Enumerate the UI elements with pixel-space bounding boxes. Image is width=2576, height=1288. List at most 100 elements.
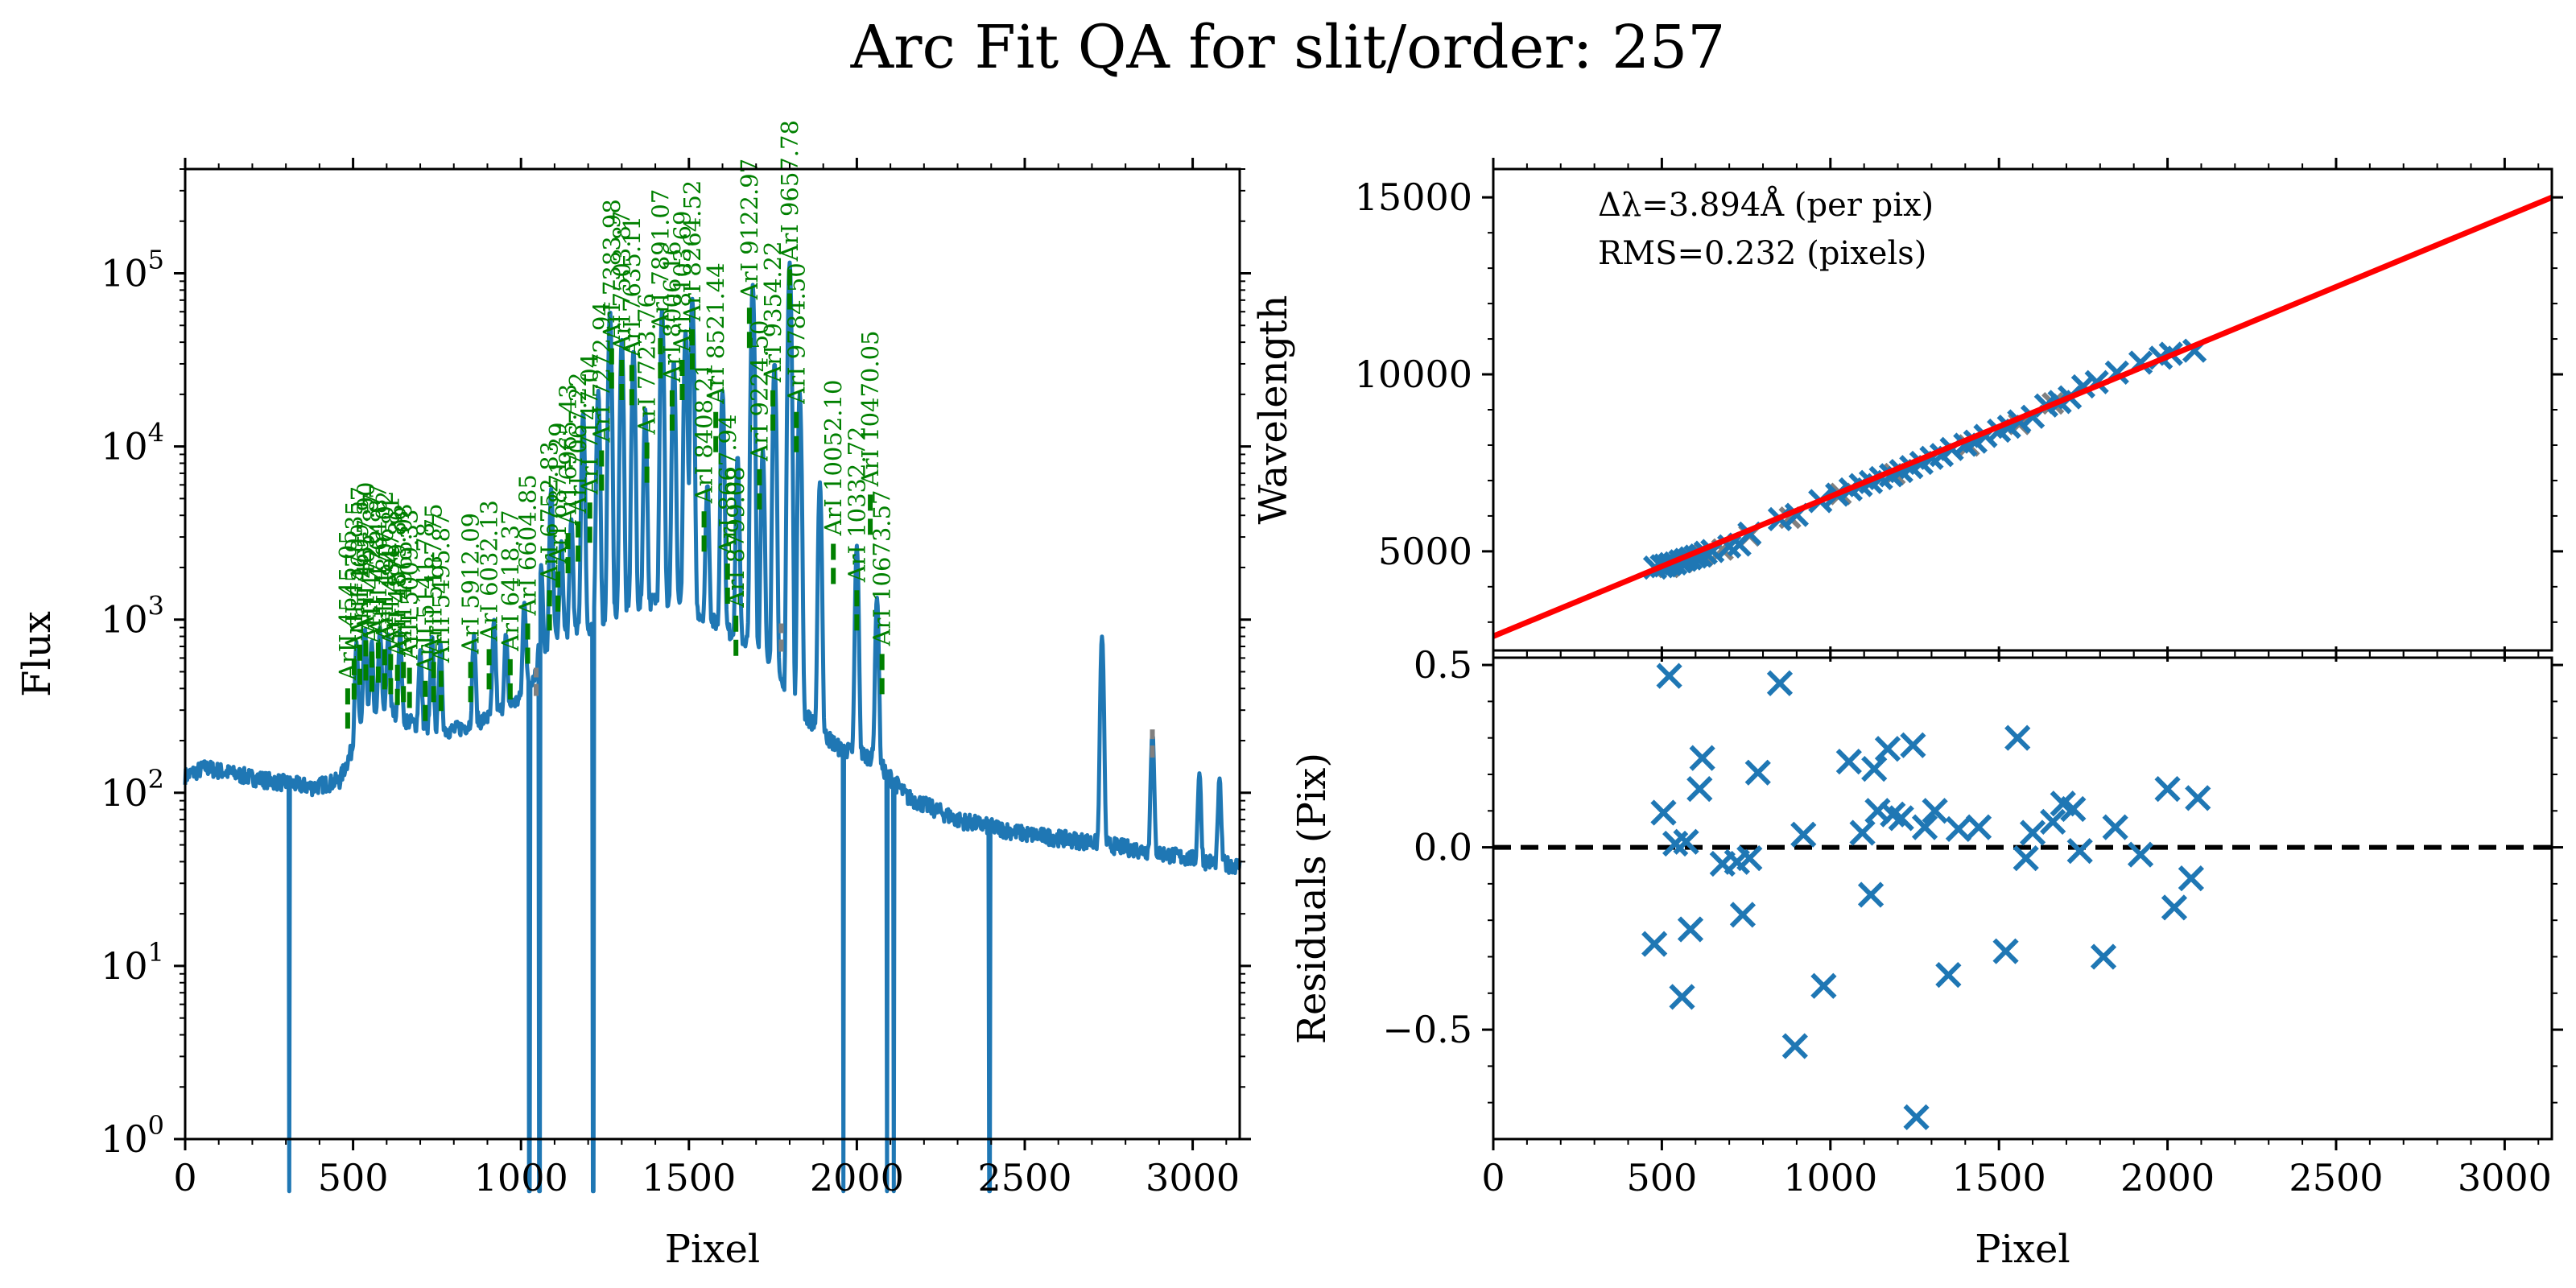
residual-point: [1835, 748, 1862, 775]
identified-line-label: ArI 7272.94: [588, 301, 615, 443]
y-tick-label: 10000: [1355, 353, 1472, 396]
identified-line-label: ArI 8799.08: [722, 466, 749, 608]
spectrum-y-axis-title: Flux: [14, 611, 60, 697]
x-tick-label: 1000: [474, 1156, 568, 1199]
residual-point: [1903, 1104, 1930, 1130]
y-tick-exponent: 4: [148, 418, 164, 448]
identified-line-label: ArI 8521.44: [702, 262, 729, 404]
fit-y-axis-title: Wavelength: [1251, 295, 1296, 525]
y-tick-base: 10: [101, 771, 148, 815]
residual-point: [1656, 663, 1682, 689]
residual-point: [1766, 670, 1794, 696]
identified-line-label: ArI 7067.22: [564, 372, 592, 514]
identified-line-label: ArII 5495.87: [427, 512, 455, 663]
identified-line-label: ArI 10332.72: [843, 426, 870, 583]
residuals-y-axis-title: Residuals (Pix): [1290, 753, 1335, 1044]
dispersion-annotation: Δλ=3.894Å (per pix): [1598, 186, 1934, 224]
residual-point: [2090, 943, 2117, 970]
y-tick-base: 10: [101, 425, 148, 469]
x-tick-label: 0: [1481, 1156, 1505, 1199]
identified-line-label: ArII 4806.02: [371, 491, 398, 642]
identified-line-label: ArII 4657.90: [352, 482, 379, 634]
identified-line-label: ArII 4764.87: [365, 484, 392, 635]
x-tick-label: 1500: [642, 1156, 736, 1199]
identified-line-label: ArII 5187.75: [420, 503, 448, 654]
y-tick-label: 105: [101, 245, 164, 295]
y-tick-label: 5000: [1378, 530, 1472, 573]
rms-annotation: RMS=0.232 (pixels): [1598, 235, 1926, 272]
spectrum-axes-frame: [184, 167, 1241, 1141]
residual-point: [1874, 736, 1901, 762]
identified-line-label: ArI 9784.50: [782, 262, 810, 404]
residual-point: [2154, 775, 2181, 803]
x-tick-label: 3000: [2458, 1156, 2552, 1199]
identified-line-label: ArI 9122.97: [736, 159, 763, 300]
residual-point: [1861, 756, 1888, 782]
residuals-panel: 0 500 1000 1500 2000 2500 3000 −0.5 0.0 0.5 Pixel R…: [1290, 643, 2563, 1272]
identified-line-label: ArI 7723.76: [634, 293, 661, 435]
identified-line-label: ArII 5009.33: [396, 510, 423, 661]
residual-point: [2013, 845, 2039, 872]
residual-point: [2019, 819, 2046, 846]
identified-line-label: ArI 6604.85: [514, 474, 542, 616]
residual-point: [2060, 795, 2087, 823]
y-tick-base: 10: [101, 598, 148, 642]
identified-line-label: ArI 6418.37: [497, 510, 524, 651]
y-tick-label: 102: [101, 764, 164, 815]
y-tick-exponent: 2: [148, 764, 164, 795]
identified-line-label: ArI 10470.05: [857, 330, 884, 487]
residual-point: [2161, 894, 2188, 921]
residual-point: [1689, 745, 1715, 771]
identified-line-label: ArII 4545.05: [334, 530, 361, 681]
residual-point: [1790, 821, 1817, 848]
identified-line-label: ArI 9224.50: [745, 320, 773, 462]
residual-point: [2040, 808, 2066, 835]
residuals-x-axis-title: Pixel: [1975, 1227, 2070, 1272]
identified-line-label: ArI 6032.13: [476, 500, 503, 642]
y-tick-exponent: 3: [148, 591, 164, 621]
residual-point: [1641, 931, 1668, 957]
spectrum-x-axis-title: Pixel: [665, 1227, 760, 1272]
figure-title: Arc Fit QA for slit/order: 257: [850, 13, 1726, 82]
residual-point: [1810, 972, 1837, 999]
identified-line-label: ArI 8006.16: [658, 241, 686, 382]
identified-line-label: ArII 4579.35: [341, 501, 368, 652]
residual-point: [1686, 775, 1713, 803]
y-tick-label: −0.5: [1382, 1008, 1472, 1051]
identified-line-label: ArI 7383.98: [598, 199, 625, 341]
residual-point: [2102, 814, 2128, 840]
identified-line-label: ArI 7891.07: [646, 189, 674, 331]
x-tick-label: 500: [1626, 1156, 1697, 1199]
x-tick-label: 2000: [2120, 1156, 2215, 1199]
residual-point: [1992, 938, 2019, 964]
residual-point: [1922, 798, 1948, 824]
x-tick-label: 2500: [977, 1156, 1071, 1199]
identified-line-label: ArI 7147.04: [576, 353, 604, 495]
spectrum-line: [183, 260, 1242, 1194]
x-tick-label: 0: [173, 1156, 196, 1199]
residual-point: [2178, 865, 2205, 892]
residual-point: [1736, 845, 1763, 872]
identified-line-label: ArI 5912.09: [457, 513, 485, 654]
residual-point: [1965, 814, 1992, 840]
identified-line-label: ArII 4847.81: [377, 496, 404, 647]
identified-line-label: ArII 5141.78: [411, 522, 439, 674]
y-tick-label: 0.0: [1414, 826, 1472, 869]
identified-line-label: ArII 4965.08: [390, 503, 417, 654]
x-tick-label: 2000: [810, 1156, 904, 1199]
residual-point: [1677, 916, 1704, 943]
identified-line-label: ArI 9354.22: [759, 241, 786, 382]
residuals-axes-frame: [1492, 656, 2553, 1141]
identified-line-label: ArII 4726.87: [358, 493, 386, 644]
identified-line-label: ArI 8264.52: [679, 180, 706, 322]
y-tick-base: 10: [101, 944, 148, 988]
identified-line-label: ArI 7635.11: [618, 216, 646, 357]
y-tick-exponent: 0: [148, 1110, 164, 1141]
residual-point: [2185, 785, 2211, 811]
identified-line-label: ArI 8103.69: [668, 211, 696, 353]
y-tick-label: 100: [101, 1110, 164, 1161]
identified-line-label: ArII 4879.86: [384, 506, 411, 658]
y-tick-label: 103: [101, 591, 164, 642]
